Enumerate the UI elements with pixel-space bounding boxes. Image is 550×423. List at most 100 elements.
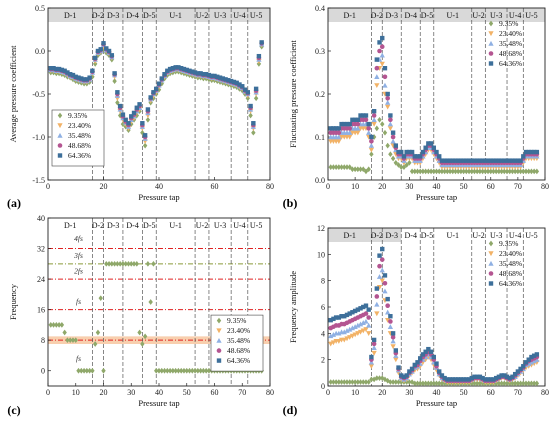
- data-point: [73, 337, 78, 344]
- y-tick-label: 24: [37, 275, 45, 284]
- zone-label: D-5: [421, 231, 433, 240]
- data-point: [366, 130, 372, 135]
- zone-label: U-2: [196, 221, 208, 230]
- legend-marker: [57, 153, 63, 158]
- data-point: [390, 138, 396, 144]
- data-point: [115, 260, 120, 267]
- data-point: [347, 130, 353, 135]
- x-tick-label: 30: [405, 388, 413, 397]
- harmonic-label: fs: [76, 354, 81, 363]
- x-tick-label: 70: [238, 388, 246, 397]
- data-point: [173, 65, 178, 70]
- data-point: [350, 166, 355, 173]
- data-point: [201, 367, 206, 374]
- data-point: [347, 335, 353, 340]
- y-tick-label: 0.1: [315, 133, 325, 142]
- data-point: [491, 168, 496, 175]
- y-tick-label: 6: [321, 303, 325, 312]
- y-tick-label: 10: [317, 250, 325, 259]
- zone-label: D-3: [386, 231, 398, 240]
- data-point: [434, 380, 439, 387]
- y-axis-label: Frequency: [8, 283, 18, 320]
- data-point: [79, 367, 84, 374]
- panel-a: D-1 D-2 D-3 D-4 D-5 U-1 U-2 U-3 U-4 U-5 0 20 40 60 80 -…: [7, 4, 274, 210]
- data-point: [472, 374, 477, 379]
- data-point: [442, 168, 447, 175]
- data-point: [206, 367, 212, 374]
- y-axis-label: Fluctuating pressure coefficient: [288, 40, 298, 148]
- data-point: [159, 76, 164, 81]
- data-point: [474, 168, 480, 175]
- data-point: [507, 158, 512, 163]
- data-point: [504, 374, 510, 379]
- data-point: [336, 339, 342, 344]
- data-point: [56, 322, 62, 328]
- data-point: [181, 66, 187, 72]
- x-tick-label: 50: [460, 182, 468, 191]
- data-point: [355, 125, 361, 131]
- legend-marker: [216, 317, 222, 324]
- zone-label: D-4: [126, 11, 138, 20]
- data-point: [450, 158, 455, 163]
- data-point: [347, 121, 352, 127]
- data-point: [328, 333, 334, 339]
- data-point: [412, 168, 417, 175]
- data-point: [336, 130, 342, 136]
- data-point: [423, 145, 428, 150]
- data-point: [523, 149, 529, 155]
- data-point: [518, 158, 523, 163]
- data-point: [215, 74, 220, 79]
- data-point: [355, 166, 361, 173]
- y-tick-label: 0.2: [315, 90, 325, 99]
- data-point: [342, 164, 347, 170]
- y-tick-label: 0: [321, 382, 325, 391]
- data-point: [179, 367, 184, 374]
- harmonic-label: 2fs: [74, 266, 83, 275]
- data-point: [59, 322, 65, 328]
- data-point: [474, 380, 480, 387]
- data-point: [469, 158, 474, 163]
- data-point: [510, 168, 515, 175]
- zone-label: U-4: [509, 11, 521, 20]
- data-point: [198, 367, 203, 374]
- legend-label: 9.35%: [68, 111, 87, 120]
- data-point: [393, 353, 399, 358]
- data-point: [382, 129, 388, 136]
- data-point: [387, 126, 394, 132]
- data-point: [203, 72, 209, 77]
- data-point: [371, 341, 377, 347]
- data-point: [369, 151, 374, 158]
- data-point: [330, 340, 337, 346]
- zone-label: U-5: [250, 11, 262, 20]
- data-point: [73, 74, 78, 79]
- zone-label: D-2: [92, 221, 104, 230]
- data-point: [458, 158, 464, 163]
- legend-marker: [216, 337, 222, 343]
- data-point: [418, 154, 423, 159]
- data-point: [366, 121, 371, 127]
- data-point: [499, 168, 504, 175]
- data-point: [368, 147, 375, 153]
- data-point: [382, 376, 388, 383]
- data-point: [134, 260, 139, 267]
- legend-label: 23.40%: [499, 249, 522, 258]
- data-point: [420, 380, 426, 387]
- data-point: [331, 316, 336, 322]
- data-point: [407, 379, 412, 385]
- data-point: [220, 76, 226, 81]
- y-tick-label: 0.5: [35, 4, 45, 13]
- data-point: [339, 121, 344, 127]
- data-point: [251, 121, 256, 126]
- y-tick-label: -1.0: [32, 133, 45, 142]
- zone-label: U-4: [509, 231, 521, 240]
- data-point: [510, 374, 515, 379]
- data-point: [385, 296, 390, 302]
- x-tick-label: 60: [487, 182, 495, 191]
- data-point: [488, 158, 493, 163]
- data-point: [137, 102, 142, 107]
- x-tick-label: 10: [351, 388, 359, 397]
- data-point: [253, 86, 259, 92]
- data-point: [404, 373, 409, 378]
- data-point: [528, 359, 535, 365]
- data-point: [477, 380, 483, 387]
